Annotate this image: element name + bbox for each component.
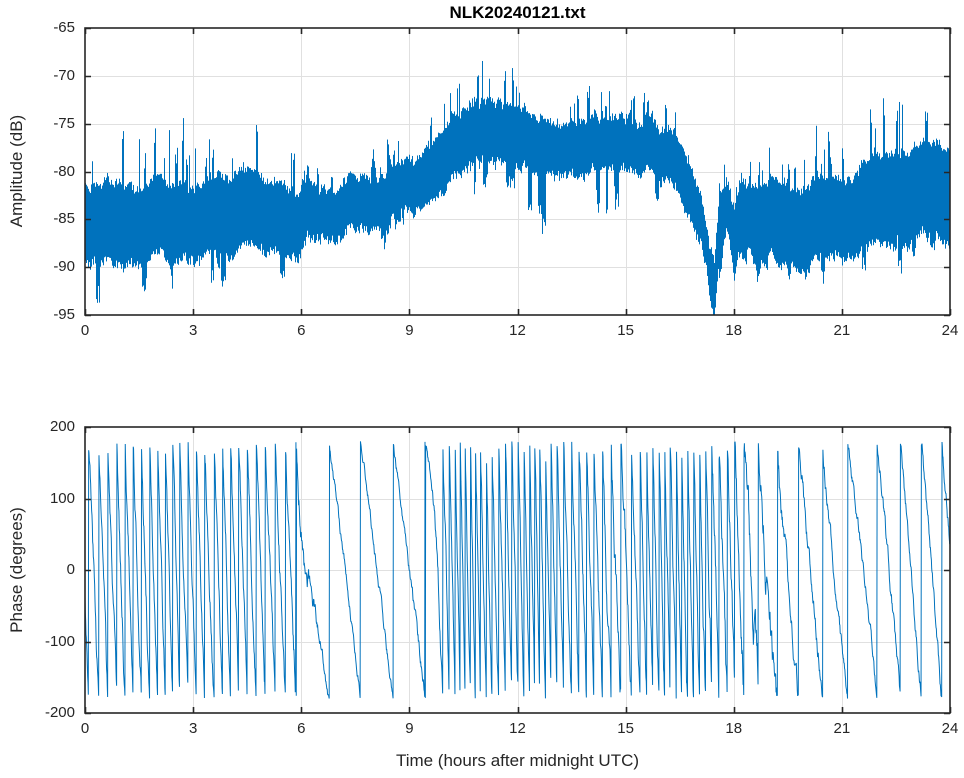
y-tick-label: -75 — [53, 114, 75, 132]
x-tick-label: 0 — [80, 720, 90, 737]
y-tick-label: 100 — [49, 489, 75, 507]
x-tick-label: 3 — [188, 322, 198, 339]
figure-title: NLK20240121.txt — [449, 3, 586, 22]
amplitude-y-axis-label: Amplitude (dB) — [7, 114, 26, 228]
x-tick-label: 9 — [405, 720, 414, 737]
x-tick-label: 15 — [617, 720, 634, 737]
x-tick-label: 24 — [941, 322, 959, 339]
x-tick-label: 18 — [725, 322, 743, 339]
x-tick-label: 12 — [509, 322, 526, 339]
y-tick-label: 0 — [66, 561, 75, 578]
y-tick-label: -95 — [53, 306, 75, 323]
time-x-axis-label: Time (hours after midnight UTC) — [395, 751, 640, 770]
phase-y-axis-label: Phase (degrees) — [7, 507, 26, 633]
x-tick-label: 6 — [297, 322, 306, 339]
x-tick-label: 21 — [833, 322, 851, 339]
y-tick-label: -90 — [53, 258, 75, 276]
y-tick-label: -100 — [44, 632, 75, 650]
y-tick-label: -80 — [53, 162, 75, 180]
x-tick-label: 18 — [725, 720, 743, 737]
x-tick-label: 12 — [509, 720, 526, 737]
y-tick-label: -70 — [53, 66, 75, 84]
x-tick-label: 24 — [941, 720, 959, 737]
x-tick-label: 0 — [80, 322, 90, 339]
x-tick-label: 21 — [833, 720, 851, 737]
x-tick-label: 6 — [297, 720, 306, 737]
x-tick-label: 9 — [405, 322, 414, 339]
y-tick-label: -85 — [53, 210, 75, 228]
y-tick-label: -65 — [53, 19, 75, 36]
y-tick-label: -200 — [44, 704, 75, 721]
y-tick-label: 200 — [49, 418, 75, 435]
x-tick-label: 3 — [188, 720, 198, 737]
x-tick-label: 15 — [617, 322, 634, 339]
